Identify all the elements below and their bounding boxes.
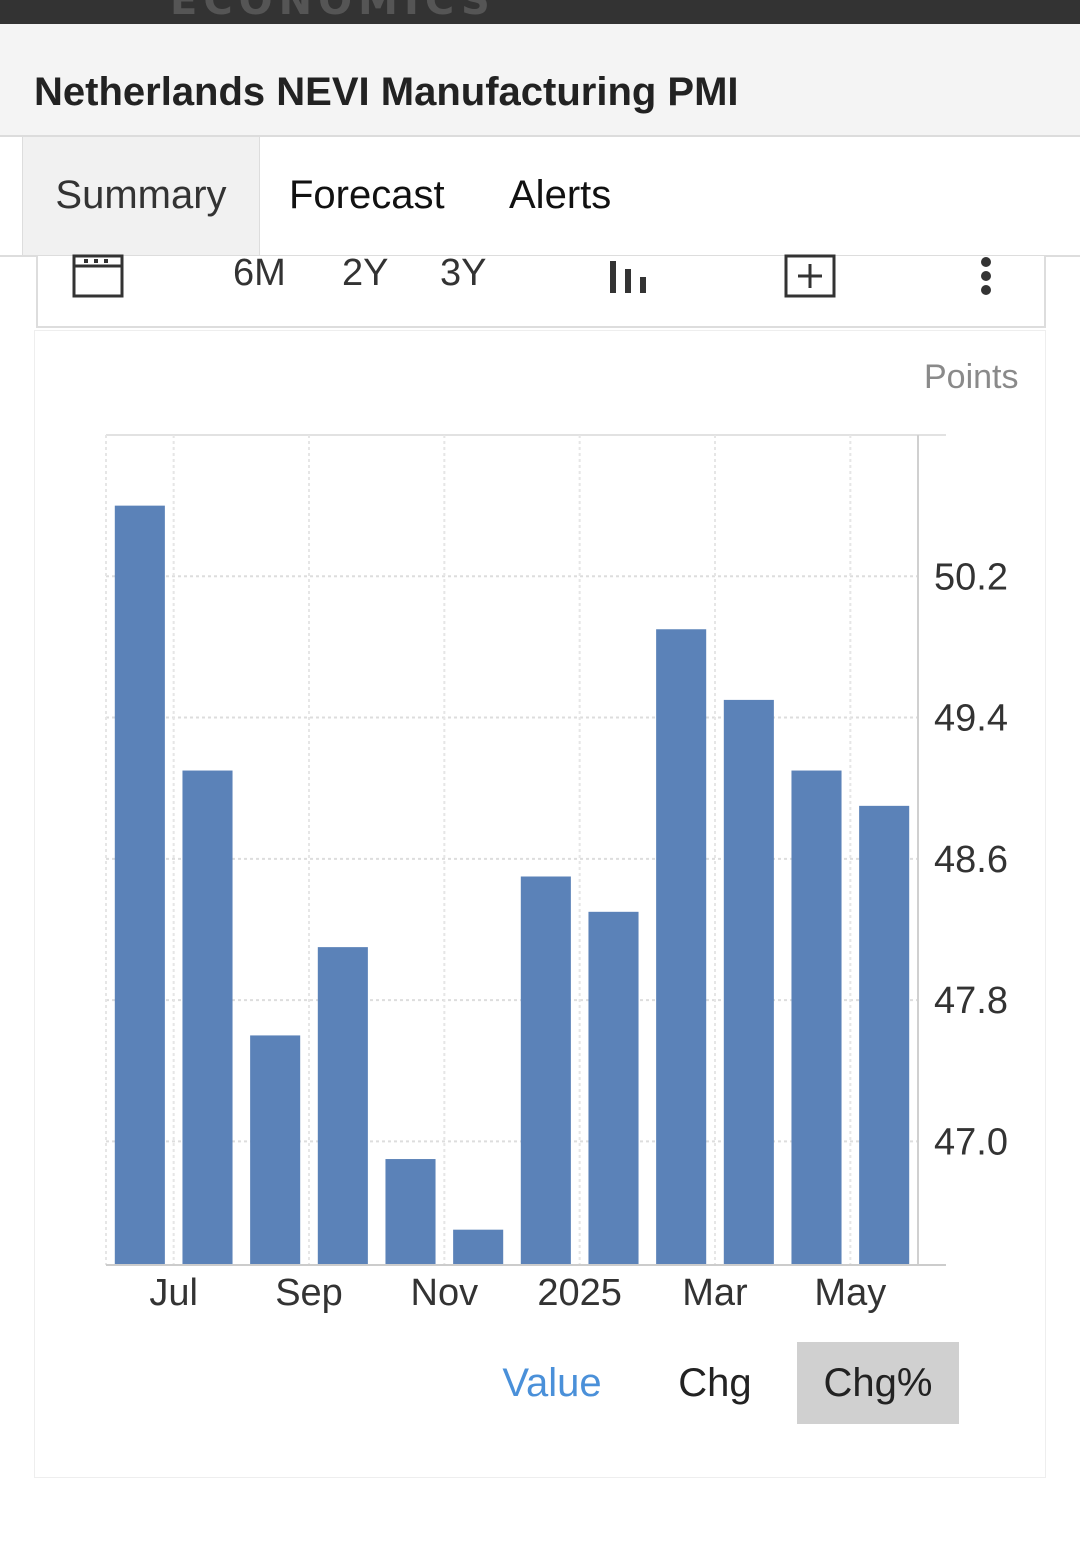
tab-bar: Summary Forecast Alerts bbox=[0, 137, 1080, 257]
plus-square-icon[interactable] bbox=[784, 254, 836, 308]
change-percent-mode-button[interactable]: Chg% bbox=[797, 1342, 959, 1424]
y-tick-label: 47.8 bbox=[934, 980, 1008, 1022]
range-2y-button[interactable]: 2Y bbox=[342, 252, 389, 294]
bar bbox=[791, 770, 842, 1265]
bar-chart-icon[interactable] bbox=[608, 260, 650, 303]
bar bbox=[723, 699, 774, 1265]
top-bar: ECONOMICS bbox=[0, 0, 1080, 24]
page-header: Netherlands NEVI Manufacturing PMI bbox=[0, 24, 1080, 137]
x-tick-label: Mar bbox=[682, 1272, 748, 1314]
range-3y-button[interactable]: 3Y bbox=[440, 252, 487, 294]
x-tick-label: May bbox=[814, 1272, 886, 1314]
bar bbox=[656, 629, 707, 1265]
page-title: Netherlands NEVI Manufacturing PMI bbox=[34, 70, 739, 114]
bar bbox=[317, 947, 368, 1265]
tab-summary[interactable]: Summary bbox=[22, 137, 260, 255]
value-mode-button[interactable]: Value bbox=[502, 1361, 602, 1405]
bar bbox=[588, 911, 639, 1265]
y-tick-label: 47.0 bbox=[934, 1121, 1008, 1163]
x-tick-label: Nov bbox=[411, 1272, 479, 1314]
tab-alerts[interactable]: Alerts bbox=[509, 173, 612, 217]
bar-chart: 47.0 47.8 48.6 49.4 50.2 Jul Sep Nov 2025 Mar May bbox=[105, 434, 1008, 1314]
bar bbox=[182, 770, 233, 1265]
y-tick-label: 48.6 bbox=[934, 839, 1008, 881]
chart-toolbar: 6M 2Y 3Y bbox=[36, 252, 1046, 328]
x-tick-label: Sep bbox=[275, 1272, 343, 1314]
x-tick-label: 2025 bbox=[537, 1272, 622, 1314]
bar bbox=[114, 505, 165, 1265]
x-tick-label: Jul bbox=[149, 1272, 198, 1314]
change-mode-button[interactable]: Chg bbox=[678, 1361, 752, 1405]
bar bbox=[453, 1229, 504, 1265]
calendar-icon[interactable] bbox=[72, 254, 124, 308]
vertical-dots-icon[interactable] bbox=[978, 256, 994, 306]
unit-label: Points bbox=[924, 358, 1019, 396]
bar bbox=[520, 876, 571, 1265]
bar bbox=[250, 1035, 301, 1265]
bar bbox=[859, 805, 910, 1265]
y-tick-label: 50.2 bbox=[934, 556, 1008, 598]
y-tick-label: 49.4 bbox=[934, 698, 1008, 740]
bar bbox=[385, 1159, 436, 1265]
range-6m-button[interactable]: 6M bbox=[233, 252, 286, 294]
tab-forecast[interactable]: Forecast bbox=[289, 173, 445, 217]
brand-logo: ECONOMICS bbox=[170, 0, 496, 24]
